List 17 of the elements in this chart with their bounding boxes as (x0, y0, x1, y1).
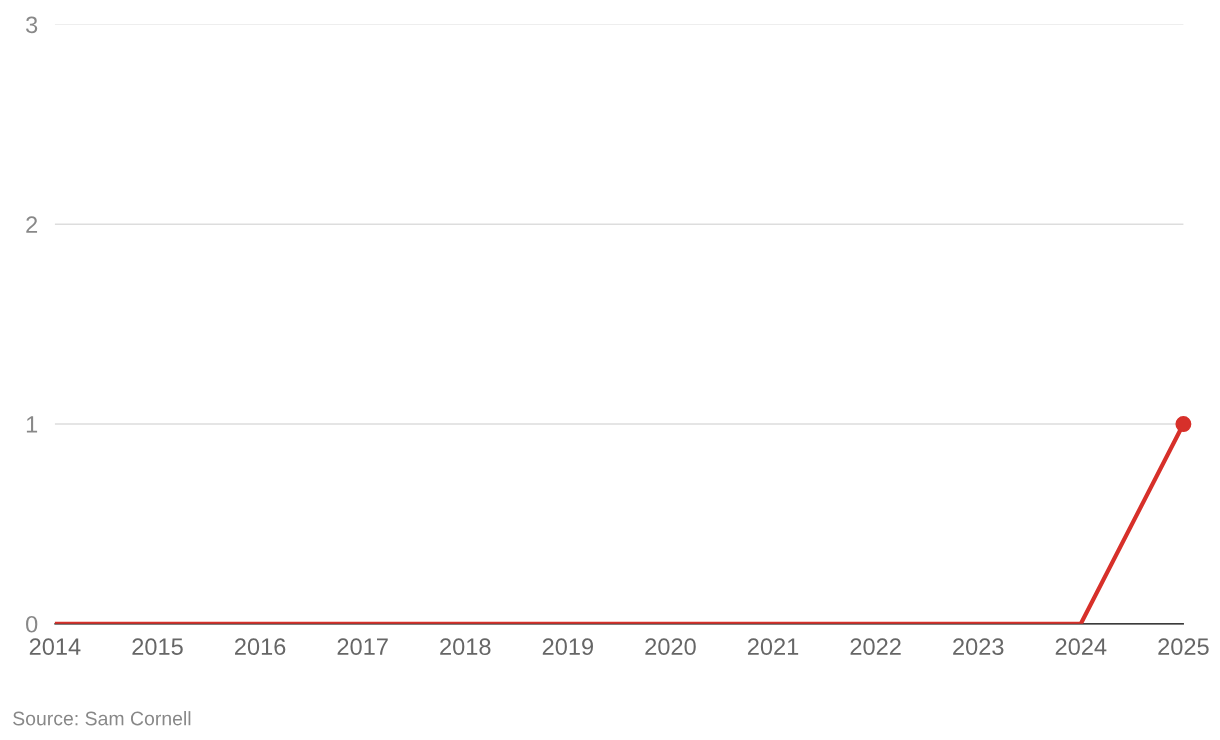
source-note: Source: Sam Cornell (13, 711, 191, 726)
x-tick-label: 2018 (440, 638, 491, 656)
x-tick-label: 2016 (235, 638, 286, 656)
x-tick-label: 2017 (337, 638, 388, 656)
x-tick-label: 2024 (1055, 638, 1107, 656)
x-tick-label: 2020 (645, 638, 696, 656)
x-tick-label: 2019 (542, 638, 593, 656)
y-tick-label: 1 (26, 416, 38, 433)
x-tick-label: 2015 (132, 638, 183, 656)
y-tick-label: 0 (26, 615, 38, 633)
y-tick-label: 2 (26, 216, 38, 233)
x-tick-label: 2023 (953, 638, 1004, 656)
x-tick-label: 2025 (1158, 638, 1209, 656)
x-tick-label: 2014 (29, 638, 81, 656)
y-tick-label: 3 (26, 16, 38, 34)
x-tick-label: 2022 (850, 638, 901, 656)
x-tick-label: 2021 (747, 638, 799, 656)
